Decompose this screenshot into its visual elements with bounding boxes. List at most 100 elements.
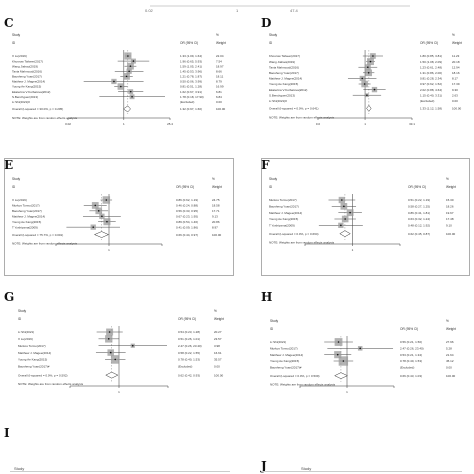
point-estimate: [367, 66, 369, 68]
panel-i-study-label: Study: [14, 466, 25, 471]
header-or: OR (95% CI): [180, 41, 198, 45]
overall-label: Overall (I-squared = 0.0%, p = 0.664): [269, 232, 319, 236]
study-label: Li Shi(2021)#: [269, 99, 287, 103]
study-or-text: 1.78 (0.18, 17.90): [180, 95, 204, 99]
study-or-text: 0.86 (0.41, 1.81): [408, 211, 430, 215]
x-tick-label: 1: [346, 390, 348, 394]
overall-weight: 100.00: [214, 373, 224, 377]
study-weight: 7.54: [216, 59, 222, 63]
study-label: Khosrow Tafseer(2017): [269, 54, 300, 58]
overall-or-text: 0.66 (0.44, 0.97): [176, 233, 198, 237]
overall-weight: 100.00: [212, 233, 222, 237]
study-weight: 24.75: [212, 198, 220, 202]
study-or-text: 0.41 (0.09, 1.86): [176, 225, 198, 229]
study-weight: 12.94: [452, 65, 460, 69]
study-or-text: 0.58 (0.27, 1.25): [408, 205, 430, 209]
study-or-text: 0.46 (0.24, 0.88): [176, 204, 198, 208]
study-or-text: (Excluded): [178, 364, 192, 368]
point-estimate: [127, 55, 129, 57]
top-tick-2: 1: [236, 8, 239, 13]
study-weight: 9.13: [212, 214, 218, 218]
study-weight: 16.61: [214, 351, 222, 355]
header-weight: Weight: [446, 185, 456, 189]
panel-label-i: I: [4, 426, 10, 440]
point-estimate: [105, 199, 108, 201]
point-estimate: [114, 358, 117, 361]
overall-diamond: [339, 230, 351, 237]
overall-label: Overall (I-squared = 0.0%, p = 0.641): [269, 107, 319, 111]
point-estimate: [128, 70, 130, 73]
header-id: ID: [12, 41, 16, 45]
study-weight: 0.00: [216, 100, 222, 104]
study-weight: 20.27: [214, 330, 222, 334]
study-or-text: 0.78 (0.40, 1.53): [400, 359, 422, 363]
study-weight: 27.96: [446, 340, 454, 344]
study-or-text: 0.50 (0.06, 3.99): [180, 80, 202, 84]
study-label: Matthew J. Magee(2014): [18, 351, 51, 355]
study-weight: 8.17: [452, 77, 458, 81]
point-estimate: [336, 353, 339, 356]
panel-frame-e: [4, 158, 234, 276]
point-estimate: [341, 199, 343, 201]
point-estimate: [129, 65, 132, 67]
study-weight: 35.57: [214, 358, 222, 362]
study-weight: 0.00: [446, 366, 452, 370]
study-label: Murkos Tormo(2017): [270, 347, 298, 351]
study-or-text: 0.54 (0.23, 1.28): [178, 330, 200, 334]
study-label: T Yoshiyama(2009): [269, 224, 295, 228]
study-weight: 15.30: [446, 198, 454, 202]
overall-diamond: [93, 231, 110, 238]
study-label: Tania Mahmood(2016): [12, 69, 42, 73]
study-or-text: 2.47 (0.26, 23.40): [400, 347, 424, 351]
point-estimate: [129, 90, 132, 93]
study-label: Baosheng Yuan(2017): [12, 75, 42, 79]
study-weight: 8.97: [212, 225, 218, 229]
header-or: OR (95% CI): [420, 41, 438, 45]
study-or-text: 0.63 (0.32, 1.24): [408, 217, 430, 221]
header-study: Study: [269, 33, 278, 37]
point-estimate: [94, 204, 97, 207]
study-label: Baosheng Yuan(2017): [269, 205, 299, 209]
study-label: Ekaterina V.Kurbatova(2012): [269, 88, 307, 92]
study-label: Khosrow Tafseer(2017): [12, 59, 43, 63]
study-or-text: 0.56 (0.21, 1.50): [400, 340, 422, 344]
header-study: Study: [18, 309, 27, 313]
study-or-text: 1.62 (0.67, 3.91): [180, 90, 202, 94]
point-estimate: [131, 95, 133, 98]
study-weight: 18.26: [446, 205, 454, 209]
header-study: Study: [270, 319, 279, 323]
x-tick-label: 25.4: [167, 122, 173, 126]
overall-diamond: [105, 371, 119, 379]
point-estimate: [349, 211, 351, 214]
overall-label: Overall (I-squared = 75.7%, p = 0.001): [12, 233, 63, 237]
panel-label-g: G: [4, 290, 15, 304]
study-weight: 9.10: [446, 224, 452, 228]
study-or-text: (Excluded): [400, 366, 414, 370]
study-weight: 6.84: [216, 95, 222, 99]
study-label: Matthew J. Magee(2014): [270, 353, 303, 357]
study-or-text: 1.15 (0.40, 3.31): [420, 93, 442, 97]
overall-weight: 100.00: [446, 232, 456, 236]
overall-or-text: 0.62 (0.45, 0.87): [408, 232, 430, 236]
study-label: Baosheng Yuan(2017): [12, 209, 42, 213]
point-estimate: [92, 226, 95, 228]
study-or-text: 1.21 (0.78, 1.87): [180, 75, 202, 79]
overall-diamond: [366, 104, 372, 112]
top-tick-1: 0.02: [145, 8, 154, 13]
overall-or-text: 0.66 (0.43, 1.03): [400, 374, 422, 378]
header-or: OR (95% CI): [408, 185, 426, 189]
overall-label: Overall (I-squared = 0.0%, p = 0.592): [18, 373, 68, 377]
study-weight: 21.64: [446, 353, 454, 357]
point-estimate: [125, 75, 128, 78]
panel-label-c: C: [4, 16, 14, 30]
study-label: Young Ae Kang(2015): [18, 358, 47, 362]
point-estimate: [340, 224, 342, 227]
header-study: Study: [12, 177, 21, 181]
study-label: T Yoshiyama(2009): [12, 225, 38, 229]
study-or-text: 1.50 (1.08, 2.09): [420, 60, 442, 64]
study-label: Li Shi(2021): [270, 340, 286, 344]
study-or-text: (Excluded): [420, 99, 434, 103]
study-or-text: 0.51 (0.26, 1.01): [178, 337, 200, 341]
study-weight: 8.66: [216, 69, 222, 73]
panel-label-e: E: [4, 158, 14, 172]
